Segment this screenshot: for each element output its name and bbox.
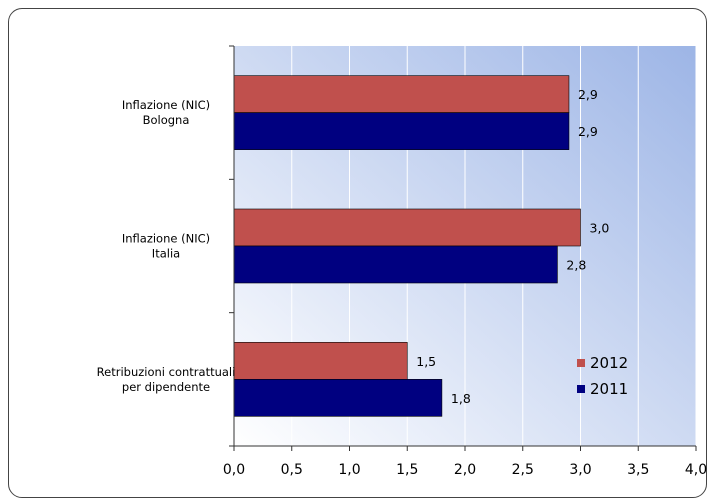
legend-swatch bbox=[577, 359, 585, 367]
bar bbox=[233, 208, 581, 247]
legend-label: 2012 bbox=[590, 354, 628, 372]
category-label: Retribuzioni contrattuali per dipendente bbox=[97, 365, 236, 394]
x-tick-label: 2,5 bbox=[512, 462, 534, 478]
bar-chart: 0,0 0,5 1,0 1,5 2,0 2,5 3,0 3,5 4,0 Inflazione (… bbox=[97, 45, 707, 478]
category-labels: Inflazione (NIC) Bologna Inflazione (NIC) I… bbox=[97, 98, 236, 394]
category-label: Inflazione (NIC) Italia bbox=[122, 232, 210, 261]
axes bbox=[229, 45, 697, 451]
legend-label: 2011 bbox=[590, 380, 628, 398]
data-label: 2,9 bbox=[578, 87, 598, 102]
data-labels: 2,9 2,9 3,0 2,8 1,5 1,8 bbox=[416, 87, 609, 406]
x-tick-label: 0,0 bbox=[223, 462, 245, 478]
data-label: 1,5 bbox=[416, 354, 436, 369]
legend: 2012 2011 bbox=[577, 354, 628, 398]
x-tick-label: 1,5 bbox=[396, 462, 418, 478]
bar bbox=[233, 379, 443, 417]
legend-swatch bbox=[577, 385, 585, 393]
bar bbox=[233, 75, 570, 113]
category-label: Inflazione (NIC) Bologna bbox=[122, 98, 210, 127]
bars bbox=[233, 75, 581, 417]
data-label: 2,9 bbox=[578, 124, 598, 139]
data-label: 3,0 bbox=[590, 221, 610, 236]
x-tick-label: 3,5 bbox=[627, 462, 649, 478]
data-label: 1,8 bbox=[451, 391, 471, 406]
x-tick-labels: 0,0 0,5 1,0 1,5 2,0 2,5 3,0 3,5 4,0 bbox=[223, 462, 707, 478]
x-tick-label: 4,0 bbox=[685, 462, 707, 478]
data-label: 2,8 bbox=[566, 258, 586, 273]
bar bbox=[233, 342, 408, 380]
bar bbox=[233, 112, 570, 150]
bar bbox=[233, 245, 558, 284]
x-tick-label: 0,5 bbox=[281, 462, 303, 478]
x-tick-label: 3,0 bbox=[569, 462, 591, 478]
x-tick-label: 2,0 bbox=[454, 462, 476, 478]
x-tick-label: 1,0 bbox=[338, 462, 360, 478]
